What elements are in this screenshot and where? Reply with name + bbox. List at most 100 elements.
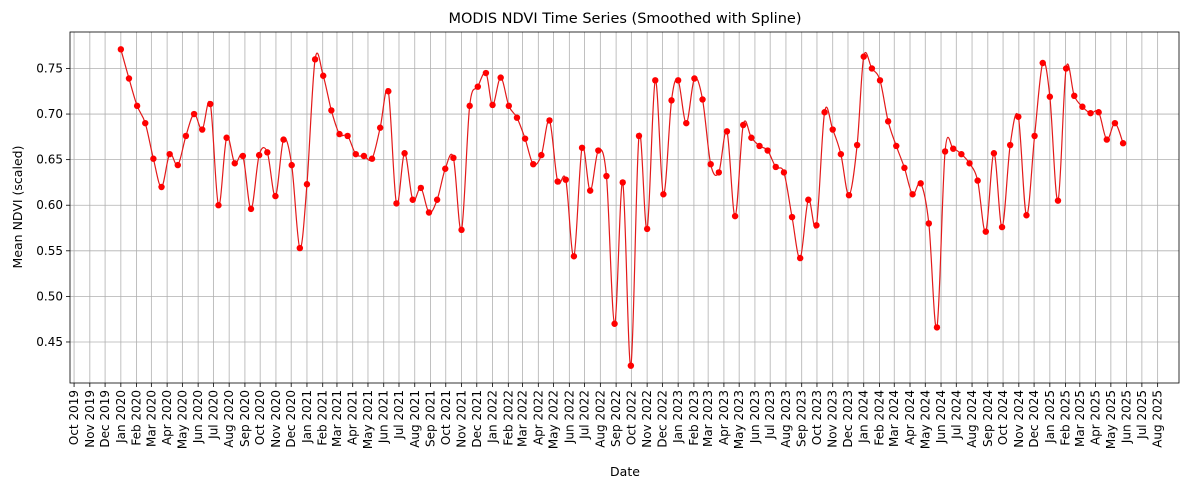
ndvi-data-point <box>521 135 529 142</box>
x-tick-label: Aug 2020 <box>222 390 236 448</box>
ndvi-data-point <box>950 145 957 152</box>
ndvi-data-point <box>796 254 804 262</box>
x-tick-label: Jun 2023 <box>748 390 762 444</box>
x-tick-label: Jan 2024 <box>857 390 871 444</box>
ndvi-data-point <box>320 72 327 79</box>
y-axis-ticks: 0.45 0.50 0.55 0.60 0.65 0.70 0.75 <box>36 61 70 349</box>
y-tick-label: 0.60 <box>36 198 63 212</box>
ndvi-data-point <box>174 161 181 169</box>
y-tick-label: 0.50 <box>36 289 63 303</box>
ndvi-data-point <box>1079 103 1086 110</box>
ndvi-data-point <box>837 150 845 158</box>
x-tick-label: Mar 2025 <box>1073 390 1087 447</box>
ndvi-data-point <box>1111 119 1119 127</box>
ndvi-data-point <box>158 183 165 191</box>
ndvi-data-point <box>303 181 311 188</box>
x-tick-label: Jan 2023 <box>671 390 685 444</box>
x-tick-label: Aug 2022 <box>593 390 607 448</box>
ndvi-data-point <box>466 102 473 110</box>
x-tick-label: Jul 2021 <box>392 390 406 440</box>
x-tick-label: Oct 2022 <box>624 390 638 445</box>
ndvi-data-point <box>1015 113 1022 120</box>
x-tick-label: Feb 2025 <box>1059 390 1073 446</box>
ndvi-data-point <box>1039 59 1046 67</box>
x-tick-label: Apr 2022 <box>531 390 545 445</box>
ndvi-data-point <box>740 121 747 129</box>
ndvi-data-point <box>296 244 304 252</box>
ndvi-data-point <box>1006 141 1014 149</box>
ndvi-data-point <box>829 126 836 133</box>
ndvi-data-point <box>731 212 739 220</box>
ndvi-data-point <box>674 77 682 84</box>
x-tick-label: Apr 2024 <box>903 390 917 445</box>
ndvi-data-point <box>974 177 981 184</box>
ndvi-data-point <box>255 151 263 159</box>
ndvi-data-point <box>668 97 675 104</box>
x-tick-label: Apr 2021 <box>346 390 360 445</box>
x-tick-label: Apr 2023 <box>717 390 731 445</box>
y-tick-label: 0.70 <box>36 107 63 121</box>
ndvi-data-point <box>917 180 924 187</box>
ndvi-data-point <box>756 142 763 150</box>
ndvi-data-point <box>554 178 561 185</box>
ndvi-data-point <box>433 196 441 203</box>
ndvi-data-point <box>1031 132 1038 140</box>
ndvi-data-point <box>264 149 271 156</box>
ndvi-data-point <box>764 147 771 154</box>
x-tick-label: Jul 2025 <box>1135 390 1149 440</box>
ndvi-data-point <box>497 74 504 81</box>
x-tick-label: Jul 2023 <box>763 390 777 440</box>
x-tick-label: Sep 2020 <box>238 390 252 447</box>
y-tick-label: 0.75 <box>36 61 63 75</box>
x-tick-label: Feb 2024 <box>873 390 887 446</box>
x-tick-label: Jul 2020 <box>206 390 220 440</box>
x-tick-label: Sep 2022 <box>609 390 623 447</box>
ndvi-data-point <box>482 69 490 77</box>
ndvi-data-point <box>683 119 690 127</box>
ndvi-data-point <box>142 119 149 127</box>
ndvi-data-point <box>166 150 173 158</box>
x-tick-label: Aug 2021 <box>408 390 422 448</box>
ndvi-data-point <box>1062 65 1070 72</box>
ndvi-data-point <box>707 160 714 168</box>
x-tick-label: Mar 2021 <box>330 390 344 447</box>
ndvi-data-point <box>853 141 861 149</box>
x-tick-label: Sep 2023 <box>795 390 809 447</box>
x-tick-label: Oct 2021 <box>439 390 453 445</box>
ndvi-data-point <box>933 324 941 331</box>
ndvi-data-point <box>336 130 343 138</box>
ndvi-data-point <box>360 152 368 160</box>
x-tick-label: Aug 2023 <box>779 390 793 448</box>
x-tick-label: Sep 2024 <box>981 390 995 447</box>
ndvi-data-point <box>925 220 933 227</box>
ndvi-data-point <box>578 144 586 151</box>
x-tick-label: Jun 2021 <box>377 390 391 444</box>
ndvi-data-point <box>1071 92 1078 100</box>
ndvi-data-point <box>570 253 578 260</box>
ndvi-data-point <box>288 161 295 169</box>
ndvi-data-point <box>1095 109 1102 116</box>
ndvi-data-point <box>231 160 238 167</box>
ndvi-data-point <box>562 176 569 183</box>
x-tick-label: Mar 2020 <box>144 390 158 447</box>
ndvi-data-point <box>780 169 788 176</box>
ndvi-data-point <box>1046 93 1054 100</box>
ndvi-data-point <box>442 165 449 172</box>
x-tick-label: Oct 2020 <box>253 390 267 445</box>
ndvi-data-point <box>876 77 884 84</box>
ndvi-data-point <box>1023 212 1030 219</box>
ndvi-data-point <box>117 46 125 53</box>
ndvi-data-point <box>125 75 133 82</box>
ndvi-data-point <box>982 228 989 235</box>
ndvi-data-point <box>215 202 222 209</box>
ndvi-data-point <box>489 101 496 109</box>
x-tick-label: Mar 2023 <box>701 390 715 447</box>
plot-area <box>117 46 1127 369</box>
ndvi-data-point <box>190 110 198 118</box>
plot-frame <box>69 31 1180 384</box>
ndvi-data-point <box>893 142 900 150</box>
ndvi-data-point <box>652 77 659 84</box>
x-tick-label: Feb 2021 <box>316 390 330 446</box>
x-tick-label: Dec 2023 <box>841 390 855 448</box>
ndvi-data-point <box>619 179 626 186</box>
